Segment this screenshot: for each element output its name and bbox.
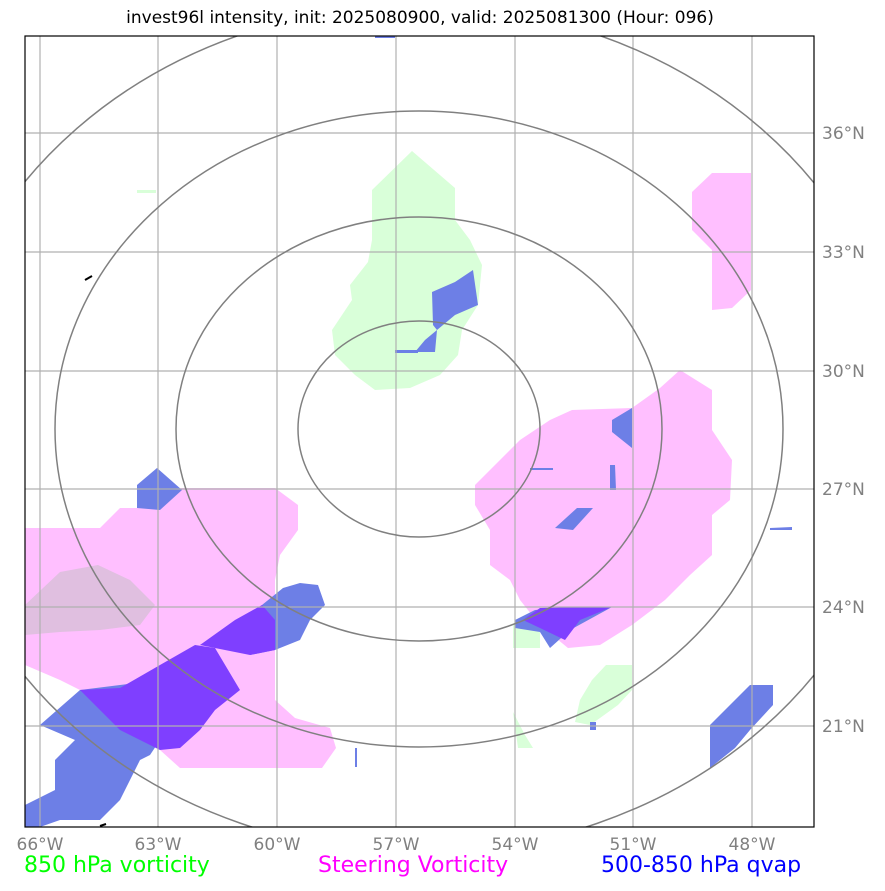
lat-tick-labels: 36°N 33°N 30°N 27°N 24°N 21°N bbox=[822, 124, 865, 737]
legend-steering-vorticity: Steering Vorticity bbox=[318, 853, 509, 878]
lat-tick-label: 24°N bbox=[822, 598, 865, 618]
lon-tick-label: 57°W bbox=[373, 835, 420, 855]
map-frame bbox=[24, 35, 815, 828]
overlap-field bbox=[80, 605, 612, 750]
lon-tick-label: 51°W bbox=[610, 835, 657, 855]
range-rings bbox=[25, 36, 814, 827]
map-layers bbox=[25, 36, 814, 827]
lon-tick-labels: 66°W 63°W 60°W 57°W 54°W 51°W 48°W bbox=[17, 835, 776, 855]
lat-tick-label: 21°N bbox=[822, 717, 865, 737]
legend-qvap: 500-850 hPa qvap bbox=[601, 853, 802, 878]
coastline bbox=[84, 275, 107, 827]
lat-tick-label: 33°N bbox=[822, 243, 865, 263]
lat-tick-label: 36°N bbox=[822, 124, 865, 144]
lon-tick-label: 66°W bbox=[17, 835, 64, 855]
lon-tick-label: 60°W bbox=[254, 835, 301, 855]
legend-vorticity-850: 850 hPa vorticity bbox=[24, 853, 210, 878]
lon-tick-label: 48°W bbox=[729, 835, 776, 855]
lat-tick-label: 30°N bbox=[822, 362, 865, 382]
gridlines bbox=[25, 36, 814, 827]
lat-tick-label: 27°N bbox=[822, 480, 865, 500]
map-title: invest96l intensity, init: 2025080900, v… bbox=[126, 8, 714, 28]
lon-tick-label: 54°W bbox=[492, 835, 539, 855]
lon-tick-label: 63°W bbox=[135, 835, 182, 855]
